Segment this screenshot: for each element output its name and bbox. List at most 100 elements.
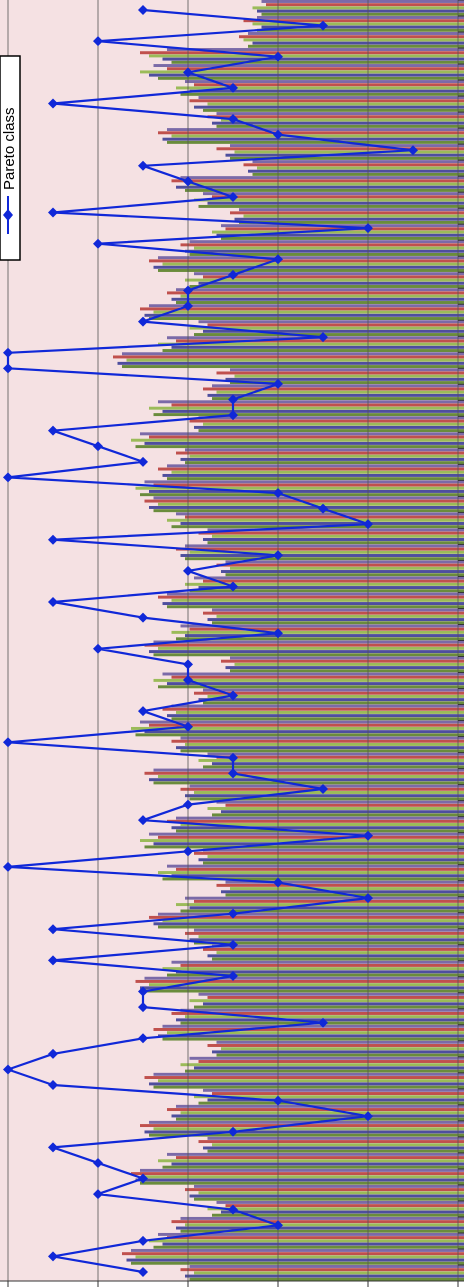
bar-cat5-series5 <box>158 76 464 80</box>
bar-cat13-series1 <box>203 192 464 196</box>
bar-cat27-series4 <box>194 425 464 429</box>
bar-cat17-series5 <box>158 269 464 272</box>
pareto-marker-78 <box>228 1204 238 1215</box>
bar-cat54-series4 <box>198 858 464 862</box>
bar-cat16-series2 <box>180 243 464 247</box>
bar-cat22-series2 <box>176 339 464 343</box>
bar-cat22-series4 <box>171 345 464 349</box>
bar-cat27-series5 <box>198 429 464 433</box>
bar-cat70-series2 <box>167 1108 464 1112</box>
legend-box <box>0 55 21 261</box>
bar-cat69-series4 <box>207 1098 464 1102</box>
bar-cat11-series4 <box>248 169 464 173</box>
bar-cat70-series4 <box>171 1114 464 1118</box>
bar-cat64-series3 <box>185 1015 464 1019</box>
pareto-marker-48 <box>3 737 13 748</box>
pareto-marker-18 <box>228 269 238 280</box>
bar-cat19-series5 <box>176 301 464 304</box>
bar-cat11-series3 <box>257 166 464 170</box>
bar-cat53-series2 <box>158 835 464 839</box>
bar-cat48-series4 <box>212 762 464 766</box>
bar-cat1-series3 <box>252 6 464 10</box>
bar-cat79-series3 <box>135 1255 464 1259</box>
bar-cat35-series1 <box>185 544 464 548</box>
bar-cat54-series2 <box>194 851 464 855</box>
bar-cat65-series3 <box>167 1031 464 1035</box>
pareto-marker-26 <box>228 394 238 405</box>
bar-cat57-series5 <box>180 909 464 913</box>
pareto-marker-75 <box>93 1157 103 1168</box>
bar-cat8-series3 <box>221 118 464 122</box>
bar-cat69-series5 <box>198 1101 464 1105</box>
bar-cat41-series4 <box>149 650 464 654</box>
bar-cat61-series4 <box>176 970 464 974</box>
bar-cat62-series5 <box>144 989 464 993</box>
bar-cat9-series2 <box>158 131 464 135</box>
bar-cat70-series1 <box>176 1104 464 1108</box>
pareto-marker-33 <box>318 503 328 514</box>
bar-cat31-series5 <box>140 493 464 497</box>
bar-cat3-series2 <box>239 35 464 39</box>
bar-cat51-series4 <box>221 810 464 814</box>
bar-cat42-series1 <box>230 656 464 660</box>
bar-cat35-series5 <box>185 557 464 561</box>
bar-cat3-series4 <box>252 41 464 45</box>
bar-cat2-series5 <box>257 28 464 32</box>
bar-cat65-series5 <box>162 1037 464 1041</box>
bar-cat12-series5 <box>185 188 464 192</box>
bar-cat6-series5 <box>180 92 464 96</box>
bar-cat29-series5 <box>185 461 464 465</box>
pareto-line-layer <box>3 5 418 1277</box>
pareto-marker-15 <box>363 223 373 234</box>
bar-cat8-series1 <box>216 112 464 116</box>
bar-cat36-series1 <box>225 560 464 564</box>
bar-cat67-series1 <box>189 1056 464 1060</box>
bar-cat19-series1 <box>176 288 464 292</box>
pareto-marker-9 <box>273 129 283 140</box>
bar-cat14-series1 <box>239 208 464 212</box>
bar-cat34-series1 <box>207 528 464 532</box>
pareto-marker-53 <box>138 815 148 826</box>
bar-cat14-series4 <box>234 217 464 221</box>
pareto-marker-46 <box>138 706 148 717</box>
bar-cat68-series1 <box>153 1072 464 1076</box>
bar-cat58-series1 <box>158 912 464 916</box>
bar-cat78-series2 <box>167 1236 464 1240</box>
pareto-marker-63 <box>228 970 238 981</box>
bar-cat75-series4 <box>189 1194 464 1198</box>
bar-cat26-series2 <box>171 403 464 407</box>
pareto-marker-14 <box>48 207 58 218</box>
bar-cat72-series3 <box>212 1143 464 1147</box>
bar-cat15-series4 <box>216 233 464 237</box>
pareto-marker-49 <box>228 752 238 763</box>
bar-cat42-series2 <box>221 659 464 663</box>
pareto-marker-77 <box>93 1189 103 1200</box>
bar-cat58-series4 <box>153 922 464 926</box>
bar-cat28-series3 <box>131 438 464 442</box>
bar-cat4-series1 <box>167 48 464 51</box>
pareto-marker-19 <box>183 285 193 296</box>
bar-cat37-series2 <box>203 579 464 583</box>
bar-cat56-series1 <box>225 880 464 884</box>
bar-cat38-series3 <box>171 598 464 602</box>
bar-cat18-series1 <box>194 272 464 276</box>
bar-cat11-series1 <box>252 160 464 164</box>
pareto-marker-8 <box>228 114 238 125</box>
bar-cat76-series3 <box>207 1207 464 1211</box>
bar-cat66-series5 <box>216 1053 464 1057</box>
bar-cat66-series4 <box>212 1050 464 1054</box>
pareto-marker-36 <box>273 550 283 561</box>
bar-cat39-series3 <box>216 614 464 618</box>
bar-cat27-series2 <box>189 419 464 423</box>
bar-cat51-series2 <box>225 803 464 807</box>
bar-cat40-series2 <box>189 627 464 631</box>
bar-cat39-series5 <box>212 621 464 625</box>
pareto-marker-41 <box>273 628 283 639</box>
bar-cat67-series4 <box>194 1066 464 1070</box>
bar-cat80-series3 <box>194 1271 464 1275</box>
pareto-marker-70 <box>48 1080 58 1091</box>
bar-cat26-series3 <box>149 406 464 410</box>
pareto-marker-52 <box>183 799 193 810</box>
bar-cat60-series1 <box>212 944 464 948</box>
bar-cat48-series2 <box>216 755 464 759</box>
